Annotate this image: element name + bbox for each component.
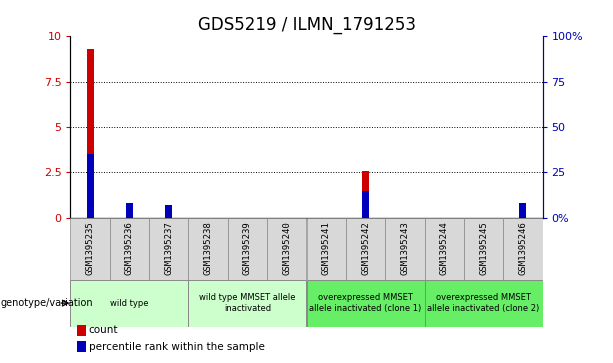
Text: wild type MMSET allele
inactivated: wild type MMSET allele inactivated	[199, 293, 295, 313]
Text: GSM1395243: GSM1395243	[400, 221, 409, 275]
Bar	[385, 218, 424, 280]
Bar	[503, 218, 543, 280]
Text: count: count	[89, 325, 118, 335]
Bar	[424, 218, 464, 280]
Text: percentile rank within the sample: percentile rank within the sample	[89, 342, 265, 352]
Bar	[77, 325, 86, 336]
Bar	[346, 218, 385, 280]
Text: GSM1395245: GSM1395245	[479, 221, 488, 275]
Text: GSM1395237: GSM1395237	[164, 221, 173, 275]
Bar	[267, 218, 306, 280]
Bar	[362, 191, 369, 218]
Bar	[110, 218, 149, 280]
Bar	[86, 154, 94, 218]
Bar	[519, 203, 527, 218]
Bar	[70, 218, 110, 280]
Bar	[424, 280, 543, 327]
Title: GDS5219 / ILMN_1791253: GDS5219 / ILMN_1791253	[197, 16, 416, 34]
Bar	[77, 341, 86, 352]
Bar	[86, 49, 94, 218]
Text: GSM1395240: GSM1395240	[283, 221, 291, 275]
Bar	[189, 280, 306, 327]
Text: wild type: wild type	[110, 299, 149, 307]
Text: GSM1395238: GSM1395238	[204, 221, 213, 275]
Text: GSM1395241: GSM1395241	[322, 221, 330, 275]
Text: GSM1395242: GSM1395242	[361, 221, 370, 275]
Text: genotype/variation: genotype/variation	[1, 298, 93, 308]
Bar	[228, 218, 267, 280]
Bar	[362, 171, 369, 218]
Text: GSM1395244: GSM1395244	[440, 221, 449, 275]
Bar	[306, 280, 424, 327]
Bar	[126, 203, 133, 218]
Bar	[306, 218, 346, 280]
Bar	[70, 280, 189, 327]
Text: overexpressed MMSET
allele inactivated (clone 1): overexpressed MMSET allele inactivated (…	[310, 293, 422, 313]
Bar	[464, 218, 503, 280]
Bar	[189, 218, 228, 280]
Text: GSM1395246: GSM1395246	[519, 221, 527, 275]
Text: GSM1395239: GSM1395239	[243, 221, 252, 275]
Text: GSM1395236: GSM1395236	[125, 221, 134, 275]
Text: GSM1395235: GSM1395235	[86, 221, 94, 275]
Text: overexpressed MMSET
allele inactivated (clone 2): overexpressed MMSET allele inactivated (…	[427, 293, 539, 313]
Bar	[166, 205, 172, 218]
Bar	[149, 218, 189, 280]
